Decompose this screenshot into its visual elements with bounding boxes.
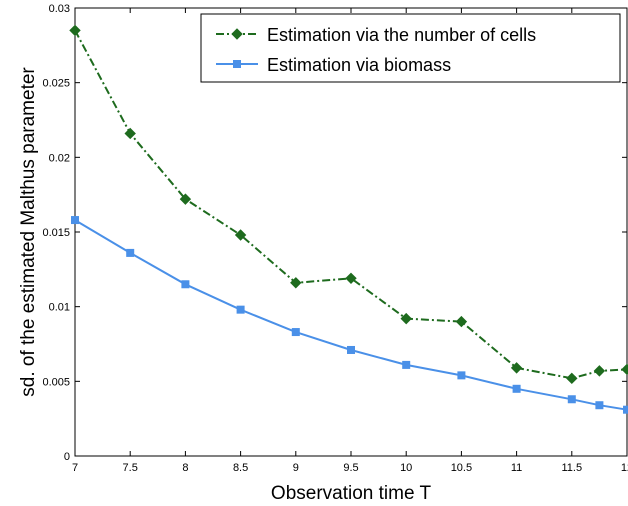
- data-point: [512, 384, 521, 393]
- x-tick-label: 7: [72, 462, 78, 474]
- data-point: [236, 305, 245, 314]
- series-biomass: [71, 216, 628, 414]
- x-tick-label: 7.5: [123, 462, 138, 474]
- plot-area: [74, 7, 628, 457]
- data-point: [567, 395, 576, 404]
- data-point: [179, 193, 192, 205]
- data-point: [291, 328, 300, 337]
- y-axis-ticks: 0 0.005 0.01 0.015 0.02 0.025 0.03: [42, 3, 627, 463]
- legend-marker-cells: [231, 28, 243, 40]
- legend-label-cells: Estimation via the number of cells: [267, 25, 536, 45]
- data-point: [593, 365, 606, 377]
- data-point: [595, 401, 604, 410]
- x-tick-label: 10: [400, 462, 412, 474]
- data-point: [621, 363, 628, 376]
- data-point: [124, 127, 136, 140]
- x-tick-label: 10.5: [451, 462, 472, 474]
- legend-marker-biomass: [233, 60, 241, 68]
- data-point: [400, 312, 412, 325]
- y-tick-label: 0.005: [42, 376, 70, 388]
- y-tick-label: 0.01: [49, 302, 70, 314]
- data-point: [71, 216, 79, 225]
- data-point: [347, 345, 355, 354]
- data-point: [510, 362, 523, 374]
- series-layer: [69, 24, 628, 414]
- data-point: [623, 405, 628, 414]
- data-point: [457, 371, 466, 380]
- y-tick-label: 0.03: [49, 3, 70, 15]
- x-axis-ticks: 7 7.5 8 8.5 9 9.5 10 10.5 11 11.5 12: [72, 8, 628, 474]
- data-point: [290, 277, 302, 289]
- x-tick-label: 11: [511, 462, 522, 474]
- x-tick-label: 8.5: [233, 462, 248, 474]
- legend-box: [200, 13, 621, 83]
- y-axis-title: sd. of the estimated Malthus parameter: [18, 67, 39, 397]
- x-tick-label: 8: [182, 462, 188, 474]
- x-tick-label: 9: [293, 462, 299, 474]
- y-tick-label: 0.02: [49, 152, 70, 164]
- y-tick-label: 0.015: [42, 227, 70, 239]
- y-tick-label: 0: [64, 451, 70, 463]
- legend: Estimation via the number of cells Estim…: [200, 13, 621, 83]
- x-tick-label: 9.5: [343, 462, 358, 474]
- series-line: [74, 29, 628, 380]
- data-point: [126, 248, 135, 257]
- data-point: [69, 24, 81, 37]
- y-tick-label: 0.025: [42, 78, 70, 90]
- legend-label-biomass: Estimation via biomass: [267, 55, 451, 75]
- data-point: [455, 315, 468, 328]
- data-point: [234, 229, 247, 241]
- x-tick-label: 11.5: [562, 462, 583, 474]
- x-axis-title: Observation time T: [271, 483, 432, 504]
- data-point: [345, 272, 357, 285]
- series-line: [74, 219, 628, 411]
- series-cells: [69, 24, 628, 385]
- data-point: [566, 372, 578, 385]
- x-tick-label: 12: [621, 462, 628, 474]
- data-point: [181, 280, 190, 289]
- data-point: [402, 360, 411, 369]
